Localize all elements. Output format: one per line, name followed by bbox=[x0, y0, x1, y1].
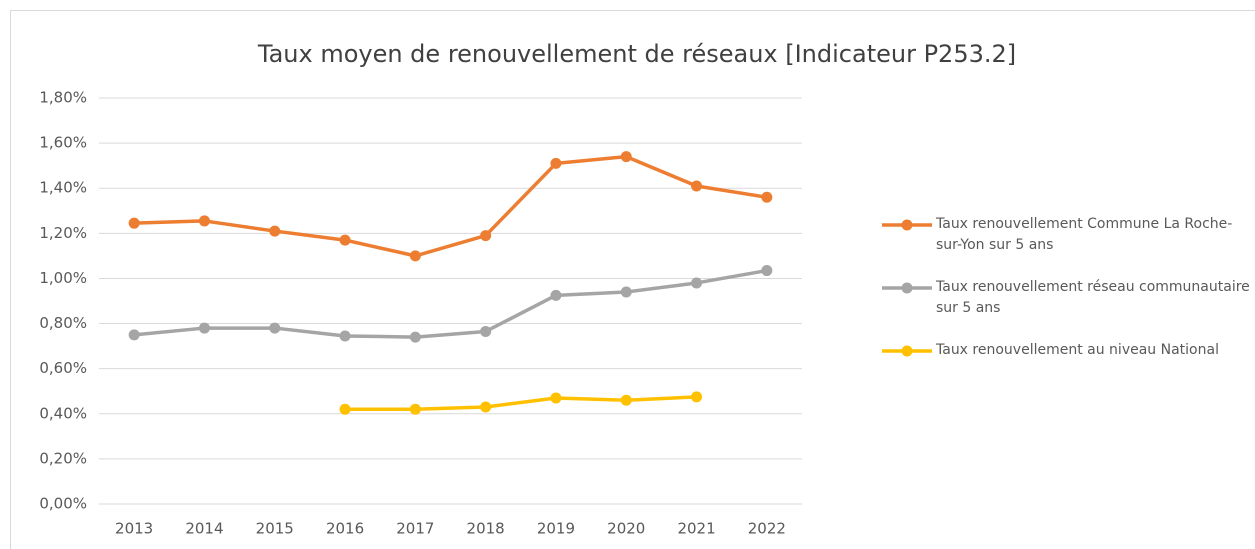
legend-item: Taux renouvellement Commune La Roche-sur… bbox=[880, 214, 1255, 256]
legend-item: Taux renouvellement au niveau National bbox=[880, 340, 1255, 361]
data-point bbox=[269, 322, 281, 334]
data-point bbox=[620, 286, 632, 298]
x-tick-label: 2018 bbox=[467, 520, 505, 538]
data-point bbox=[691, 180, 703, 192]
legend-label: Taux renouvellement réseau communautaire… bbox=[936, 279, 1250, 316]
legend-dot bbox=[901, 282, 913, 294]
legend-marker bbox=[882, 345, 932, 357]
data-point bbox=[480, 401, 492, 413]
data-point bbox=[480, 325, 492, 337]
data-point bbox=[409, 331, 421, 343]
legend: Taux renouvellement Commune La Roche-sur… bbox=[880, 214, 1255, 382]
data-point bbox=[198, 322, 210, 334]
y-tick-label: 0,40% bbox=[39, 404, 87, 422]
x-tick-label: 2021 bbox=[677, 520, 715, 538]
x-tick-label: 2019 bbox=[537, 520, 575, 538]
legend-marker bbox=[882, 282, 932, 294]
data-point bbox=[339, 330, 351, 342]
y-tick-label: 1,60% bbox=[39, 134, 87, 152]
series-line bbox=[134, 154, 768, 258]
x-tick-label: 2022 bbox=[748, 520, 786, 538]
x-tick-label: 2016 bbox=[326, 520, 364, 538]
x-tick-label: 2017 bbox=[396, 520, 434, 538]
data-point bbox=[409, 250, 421, 262]
chart-title: Taux moyen de renouvellement de réseaux … bbox=[257, 40, 1016, 68]
x-tick-label: 2015 bbox=[256, 520, 294, 538]
data-point bbox=[339, 403, 351, 415]
data-point bbox=[409, 403, 421, 415]
y-tick-label: 0,00% bbox=[39, 495, 87, 513]
data-point bbox=[691, 277, 703, 289]
y-tick-label: 0,80% bbox=[39, 314, 87, 332]
data-point bbox=[339, 234, 351, 246]
legend-item: Taux renouvellement réseau communautaire… bbox=[880, 277, 1255, 319]
x-tick-label: 2013 bbox=[115, 520, 153, 538]
data-point bbox=[691, 391, 703, 403]
y-tick-label: 0,20% bbox=[39, 449, 87, 467]
data-point bbox=[761, 265, 773, 277]
data-point bbox=[550, 392, 562, 404]
series-line bbox=[345, 395, 697, 412]
data-point bbox=[761, 191, 773, 203]
x-tick-label: 2020 bbox=[607, 520, 645, 538]
legend-dot bbox=[901, 219, 913, 231]
y-tick-label: 1,00% bbox=[39, 269, 87, 287]
legend-label: Taux renouvellement au niveau National bbox=[936, 342, 1219, 358]
data-point bbox=[620, 151, 632, 163]
data-point bbox=[550, 157, 562, 169]
legend-dot bbox=[901, 345, 913, 357]
y-tick-label: 1,80% bbox=[39, 89, 87, 107]
data-point bbox=[269, 225, 281, 237]
data-point bbox=[128, 217, 140, 229]
data-point bbox=[198, 215, 210, 227]
data-point bbox=[550, 289, 562, 301]
y-tick-label: 0,60% bbox=[39, 359, 87, 377]
y-tick-label: 1,40% bbox=[39, 179, 87, 197]
y-tick-label: 1,20% bbox=[39, 224, 87, 242]
data-point bbox=[620, 394, 632, 406]
x-tick-label: 2014 bbox=[185, 520, 223, 538]
data-point bbox=[480, 230, 492, 242]
series-line bbox=[133, 268, 768, 339]
data-point bbox=[128, 329, 140, 341]
legend-marker bbox=[882, 219, 932, 231]
chart-border bbox=[10, 10, 1255, 549]
legend-label: Taux renouvellement Commune La Roche-sur… bbox=[936, 216, 1233, 253]
